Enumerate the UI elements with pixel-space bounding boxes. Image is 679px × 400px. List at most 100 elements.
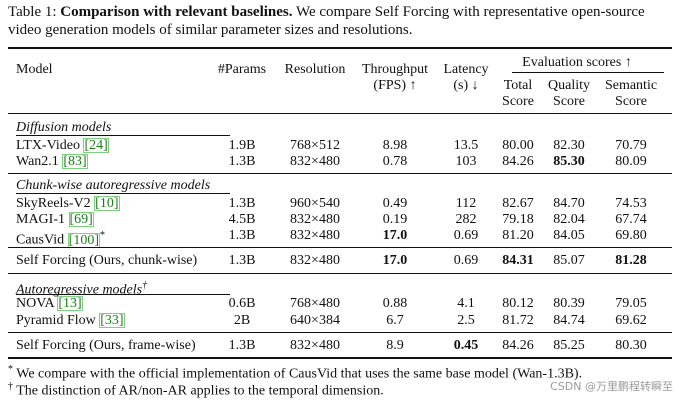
- row-model: LTX-Video [24]: [16, 138, 109, 153]
- row-semantic: 80.09: [615, 154, 647, 169]
- header-params: #Params: [217, 62, 267, 77]
- header-quality-line2: Score: [553, 94, 585, 109]
- row-quality: 84.74: [553, 313, 585, 328]
- row-quality: 85.25: [553, 338, 585, 353]
- header-latency-line2: (s) ↓: [453, 78, 479, 93]
- section-chunk-underline: [16, 193, 230, 194]
- row-semantic: 69.80: [615, 228, 647, 243]
- row-model: CausVid [100]*: [16, 230, 105, 248]
- caption-text: We compare Self Forcing with representat…: [8, 4, 645, 38]
- row-throughput: 0.88: [382, 296, 408, 311]
- row-semantic: 74.53: [615, 196, 647, 211]
- row-params: 4.5B: [228, 212, 256, 227]
- row-model: Self Forcing (Ours, chunk-wise): [16, 253, 198, 268]
- header-resolution: Resolution: [284, 62, 346, 77]
- row-latency: 112: [455, 196, 477, 211]
- row-params: 1.3B: [228, 196, 256, 211]
- row-params: 2B: [233, 313, 251, 328]
- row-throughput: 8.9: [386, 338, 404, 353]
- citation-link[interactable]: [100]: [67, 232, 100, 248]
- row-quality: 85.30: [553, 154, 585, 169]
- row-latency: 0.69: [453, 253, 479, 268]
- footnote-causvid: * We compare with the official implement…: [8, 364, 583, 382]
- footnote-marker: *: [100, 230, 105, 241]
- row-total: 84.26: [502, 154, 534, 169]
- row-throughput: 17.0: [382, 228, 408, 243]
- row-latency: 13.5: [453, 138, 479, 153]
- row-latency: 0.45: [453, 338, 479, 353]
- section-rule: [8, 247, 672, 248]
- citation-link[interactable]: [33]: [99, 313, 125, 328]
- table-caption: Table 1: Comparison with relevant baseli…: [8, 3, 672, 39]
- citation-link[interactable]: [24]: [83, 138, 109, 153]
- row-semantic: 81.28: [615, 253, 647, 268]
- row-quality: 84.70: [553, 196, 585, 211]
- row-resolution: 768×512: [290, 138, 340, 153]
- header-semantic-line2: Score: [615, 94, 647, 109]
- header-rule: [8, 113, 672, 114]
- row-total: 81.20: [502, 228, 534, 243]
- row-model: MAGI-1 [69]: [16, 212, 94, 227]
- citation-link[interactable]: [83]: [62, 154, 88, 169]
- row-latency: 0.69: [453, 228, 479, 243]
- row-quality: 82.30: [553, 138, 585, 153]
- row-semantic: 69.62: [615, 313, 647, 328]
- row-throughput: 0.19: [382, 212, 408, 227]
- caption-label: Table 1:: [8, 4, 57, 20]
- section-autoregressive: Autoregressive models†: [16, 280, 148, 298]
- header-eval-cmidrule: [512, 72, 664, 73]
- row-model: Pyramid Flow [33]: [16, 313, 125, 328]
- row-semantic: 67.74: [615, 212, 647, 227]
- section-rule: [8, 332, 672, 333]
- header-total-line1: Total: [503, 78, 533, 93]
- citation-link[interactable]: [69]: [68, 212, 94, 227]
- header-total-line2: Score: [502, 94, 534, 109]
- dagger-marker: †: [142, 280, 148, 291]
- row-throughput: 6.7: [386, 313, 404, 328]
- row-total: 81.72: [502, 313, 534, 328]
- row-model: Self Forcing (Ours, frame-wise): [16, 338, 196, 353]
- watermark: CSDN @万里鹏程转瞬至: [550, 380, 673, 393]
- row-throughput: 0.49: [382, 196, 408, 211]
- row-total: 84.31: [502, 253, 534, 268]
- row-params: 1.3B: [228, 228, 256, 243]
- header-throughput-line1: Throughput: [361, 62, 429, 77]
- row-total: 80.12: [502, 296, 534, 311]
- row-resolution: 832×480: [290, 228, 340, 243]
- header-evaluation: Evaluation scores ↑: [522, 55, 632, 70]
- row-resolution: 768×480: [290, 296, 340, 311]
- section-chunk: Chunk-wise autoregressive models: [16, 178, 211, 193]
- row-params: 1.3B: [228, 253, 256, 268]
- row-resolution: 832×480: [290, 253, 340, 268]
- citation-link[interactable]: [13]: [57, 296, 83, 311]
- row-quality: 82.04: [553, 212, 585, 227]
- row-model: SkyReels-V2 [10]: [16, 196, 120, 211]
- row-params: 1.3B: [228, 338, 256, 353]
- header-quality-line1: Quality: [548, 78, 590, 93]
- caption-title: Comparison with relevant baselines.: [60, 4, 293, 20]
- row-resolution: 832×480: [290, 154, 340, 169]
- section-diffusion-underline: [16, 135, 230, 136]
- row-total: 84.26: [502, 338, 534, 353]
- row-resolution: 640×384: [290, 313, 340, 328]
- row-resolution: 960×540: [290, 196, 340, 211]
- top-rule: [8, 47, 672, 49]
- row-semantic: 79.05: [615, 296, 647, 311]
- row-latency: 4.1: [457, 296, 475, 311]
- row-throughput: 0.78: [382, 154, 408, 169]
- header-latency-line1: Latency: [443, 62, 489, 77]
- row-latency: 282: [455, 212, 477, 227]
- section-diffusion: Diffusion models: [16, 120, 112, 135]
- row-total: 79.18: [502, 212, 534, 227]
- row-total: 80.00: [502, 138, 534, 153]
- bottom-rule: [8, 357, 672, 359]
- row-semantic: 80.30: [615, 338, 647, 353]
- citation-link[interactable]: [10]: [94, 196, 120, 211]
- header-model: Model: [16, 62, 53, 77]
- row-latency: 2.5: [457, 313, 475, 328]
- section-rule: [8, 173, 672, 174]
- footnote-dagger: † The distinction of AR/non-AR applies t…: [8, 381, 384, 399]
- row-throughput: 17.0: [382, 253, 408, 268]
- row-resolution: 832×480: [290, 338, 340, 353]
- row-resolution: 832×480: [290, 212, 340, 227]
